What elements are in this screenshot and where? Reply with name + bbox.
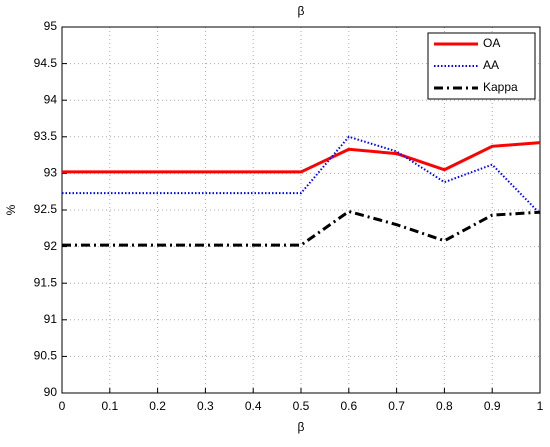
y-tick-label: 94 [44, 92, 58, 106]
legend-label: OA [483, 36, 500, 50]
x-tick-label: 0.6 [340, 399, 357, 413]
data-line [62, 135, 541, 215]
x-axis-label: β [298, 420, 305, 434]
x-tick-label: 0.7 [388, 399, 405, 413]
x-tick-label: 0.5 [293, 399, 310, 413]
y-tick-label: 93 [44, 166, 58, 180]
x-tick-label: 0.9 [484, 399, 501, 413]
x-tick-label: 0.3 [197, 399, 214, 413]
y-tick-label: 94.5 [34, 56, 58, 70]
x-tick-label: 0.2 [149, 399, 166, 413]
data-line [62, 209, 541, 247]
x-tick-label: 0.8 [436, 399, 453, 413]
x-tick-label: 0 [59, 399, 66, 413]
x-tick-label: 1 [537, 399, 544, 413]
y-tick-label: 95 [44, 19, 58, 33]
plot-frame [61, 26, 541, 394]
y-tick-label: 90.5 [34, 349, 58, 363]
y-tick-label: 92 [44, 239, 58, 253]
y-tick-label: 92.5 [34, 202, 58, 216]
data-line [62, 141, 541, 174]
x-tick-label: 0.4 [245, 399, 262, 413]
y-tick-label: 91 [44, 312, 58, 326]
legend-label: AA [483, 58, 499, 72]
y-tick-label: 90 [44, 385, 58, 399]
y-tick-label: 93.5 [34, 129, 58, 143]
y-axis-label: % [4, 204, 18, 215]
chart-title: β [298, 4, 305, 18]
legend-label: Kappa [483, 80, 518, 94]
y-tick-label: 91.5 [34, 275, 58, 289]
x-tick-label: 0.1 [101, 399, 118, 413]
